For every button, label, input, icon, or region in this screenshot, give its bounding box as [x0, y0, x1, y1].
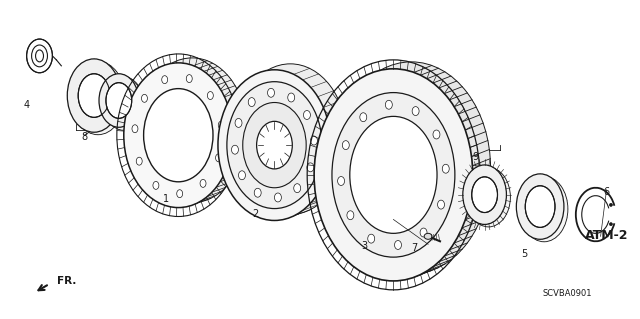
Ellipse shape: [104, 77, 143, 130]
Ellipse shape: [257, 121, 292, 169]
Ellipse shape: [124, 63, 233, 208]
Text: 9: 9: [473, 152, 479, 162]
Text: 5: 5: [522, 249, 527, 259]
Ellipse shape: [162, 76, 168, 84]
Ellipse shape: [275, 193, 282, 202]
Ellipse shape: [332, 62, 491, 274]
Ellipse shape: [520, 176, 568, 242]
Ellipse shape: [132, 125, 138, 133]
Ellipse shape: [141, 94, 147, 102]
Ellipse shape: [99, 74, 139, 127]
Ellipse shape: [78, 74, 110, 117]
Ellipse shape: [67, 59, 121, 132]
Ellipse shape: [248, 98, 255, 107]
Ellipse shape: [138, 58, 246, 203]
Ellipse shape: [350, 116, 437, 234]
Ellipse shape: [420, 228, 427, 237]
Ellipse shape: [288, 93, 294, 102]
Ellipse shape: [218, 121, 224, 129]
Ellipse shape: [360, 113, 367, 122]
Ellipse shape: [525, 186, 555, 227]
Ellipse shape: [412, 107, 419, 115]
Ellipse shape: [268, 88, 275, 97]
Ellipse shape: [27, 39, 52, 73]
Ellipse shape: [232, 145, 239, 154]
Text: 1: 1: [163, 194, 170, 204]
Ellipse shape: [294, 184, 301, 193]
Ellipse shape: [463, 165, 506, 225]
Ellipse shape: [394, 241, 401, 249]
Text: ATM-2: ATM-2: [585, 229, 628, 242]
Text: 6: 6: [604, 187, 610, 197]
Ellipse shape: [332, 93, 455, 257]
Ellipse shape: [239, 171, 246, 180]
Text: 2: 2: [253, 210, 259, 219]
Ellipse shape: [347, 211, 354, 220]
Ellipse shape: [143, 89, 213, 182]
Text: 4: 4: [24, 100, 30, 110]
Ellipse shape: [71, 61, 125, 135]
Ellipse shape: [368, 234, 374, 243]
Ellipse shape: [186, 75, 192, 83]
Ellipse shape: [106, 83, 132, 118]
Ellipse shape: [234, 64, 347, 214]
Ellipse shape: [472, 177, 497, 212]
Text: 7: 7: [412, 243, 417, 253]
Ellipse shape: [218, 70, 331, 220]
Ellipse shape: [136, 157, 142, 165]
Circle shape: [609, 223, 612, 226]
Text: 3: 3: [362, 241, 368, 251]
Ellipse shape: [438, 200, 445, 209]
Ellipse shape: [442, 164, 449, 173]
Ellipse shape: [338, 176, 344, 185]
Ellipse shape: [207, 92, 213, 100]
Ellipse shape: [254, 188, 261, 197]
Ellipse shape: [385, 100, 392, 109]
Ellipse shape: [200, 179, 206, 187]
Ellipse shape: [216, 154, 221, 162]
Ellipse shape: [153, 182, 159, 189]
Text: FR.: FR.: [58, 276, 77, 286]
Ellipse shape: [467, 167, 510, 227]
Ellipse shape: [227, 82, 322, 209]
Ellipse shape: [303, 110, 310, 119]
Ellipse shape: [235, 118, 242, 127]
Ellipse shape: [177, 190, 182, 198]
Ellipse shape: [424, 234, 432, 239]
Ellipse shape: [516, 174, 564, 239]
Text: SCVBA0901: SCVBA0901: [542, 289, 591, 298]
Ellipse shape: [310, 136, 317, 145]
Ellipse shape: [314, 69, 473, 281]
Ellipse shape: [307, 163, 314, 172]
Ellipse shape: [243, 102, 306, 188]
Ellipse shape: [433, 130, 440, 139]
Ellipse shape: [342, 141, 349, 150]
Circle shape: [609, 204, 612, 206]
Text: 8: 8: [81, 132, 87, 142]
